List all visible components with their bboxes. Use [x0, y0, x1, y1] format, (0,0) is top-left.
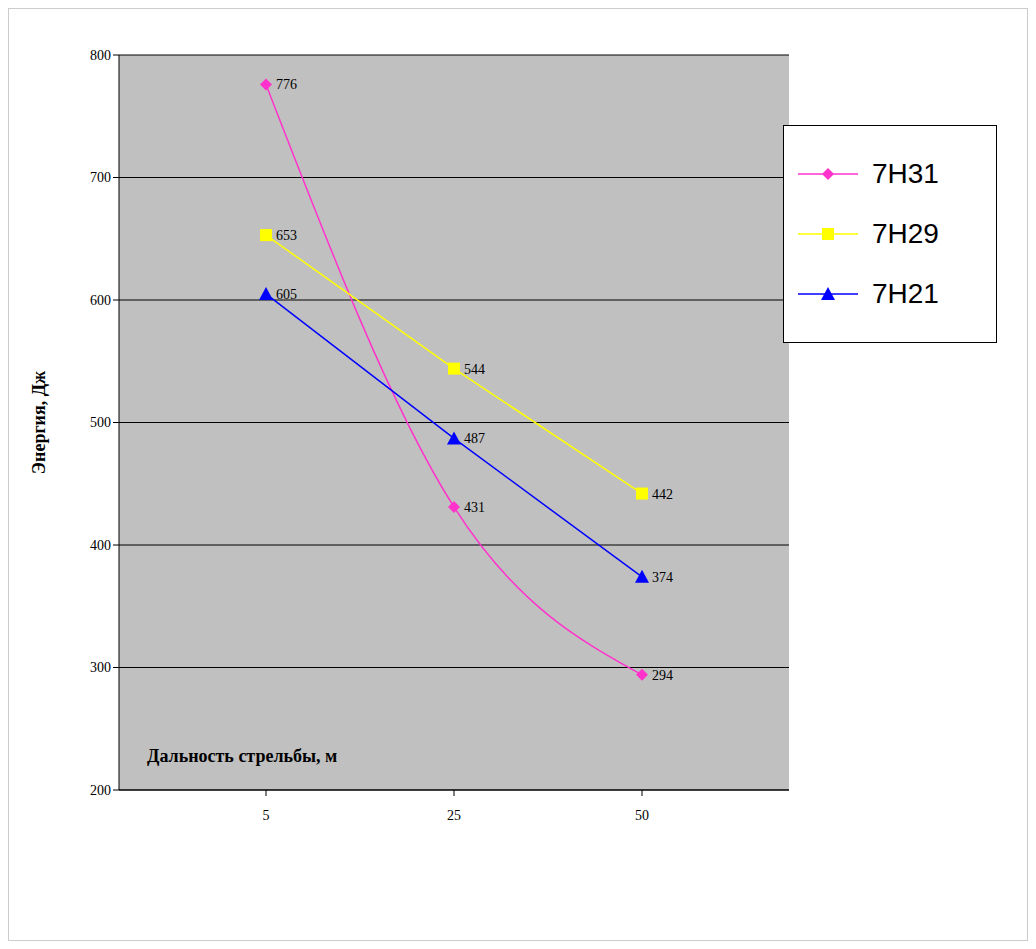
svg-text:300: 300 — [90, 660, 111, 675]
svg-text:776: 776 — [276, 77, 297, 92]
svg-text:500: 500 — [90, 415, 111, 430]
svg-text:25: 25 — [447, 808, 461, 823]
svg-text:5: 5 — [263, 808, 270, 823]
html-text:7Н29: 7Н29 — [872, 218, 939, 249]
svg-text:431: 431 — [464, 500, 485, 515]
svg-text:600: 600 — [90, 293, 111, 308]
svg-text:50: 50 — [635, 808, 649, 823]
svg-text:800: 800 — [90, 48, 111, 63]
svg-text:400: 400 — [90, 538, 111, 553]
svg-text:487: 487 — [464, 431, 485, 446]
svg-text:294: 294 — [652, 668, 673, 683]
svg-text:700: 700 — [90, 170, 111, 185]
svg-text:374: 374 — [652, 570, 673, 585]
html-text:7Н31: 7Н31 — [872, 158, 939, 189]
svg-text:544: 544 — [464, 362, 485, 377]
svg-text:200: 200 — [90, 783, 111, 798]
html-text:7Н21: 7Н21 — [872, 278, 939, 309]
svg-text:442: 442 — [652, 487, 673, 502]
svg-text:Энергия, Дж: Энергия, Дж — [29, 370, 49, 474]
svg-text:Дальность стрельбы, м: Дальность стрельбы, м — [147, 746, 337, 766]
svg-text:605: 605 — [276, 287, 297, 302]
svg-text:653: 653 — [276, 228, 297, 243]
